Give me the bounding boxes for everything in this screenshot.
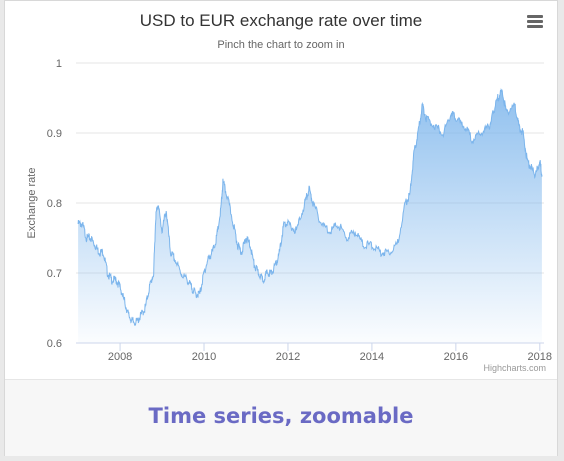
hamburger-menu-icon[interactable] [525,13,545,31]
chart-title: USD to EUR exchange rate over time [140,11,423,30]
x-tick-label: 2012 [276,351,300,363]
chart-container[interactable]: USD to EUR exchange rate over time Pinch… [5,1,557,379]
x-tick-label: 2008 [108,351,132,363]
x-tick-label: 2010 [192,351,216,363]
x-axis: 2008 2010 2012 2014 2016 2018 [76,342,552,363]
series-group [77,88,543,344]
y-tick-label: 0.8 [47,198,62,210]
x-tick-label: 2018 [528,351,552,363]
y-tick-label: 0.7 [47,268,62,280]
y-tick-label: 1 [56,58,62,70]
credits-label[interactable]: Highcharts.com [483,363,546,373]
y-tick-label: 0.9 [47,128,62,140]
footer-caption: Time series, zoomable [148,404,414,428]
chart-subtitle: Pinch the chart to zoom in [217,39,344,51]
series-area-fill [78,89,542,344]
chart-card: USD to EUR exchange rate over time Pinch… [4,0,558,456]
x-tick-label: 2014 [360,351,384,363]
x-tick-label: 2016 [444,351,468,363]
series-line[interactable] [77,88,543,326]
y-axis-labels: 0.6 0.7 0.8 0.9 1 [47,58,62,350]
footer: Time series, zoomable [5,379,557,456]
y-axis-title: Exchange rate [26,168,38,239]
y-tick-label: 0.6 [47,338,62,350]
area-chart[interactable]: USD to EUR exchange rate over time Pinch… [5,1,557,379]
